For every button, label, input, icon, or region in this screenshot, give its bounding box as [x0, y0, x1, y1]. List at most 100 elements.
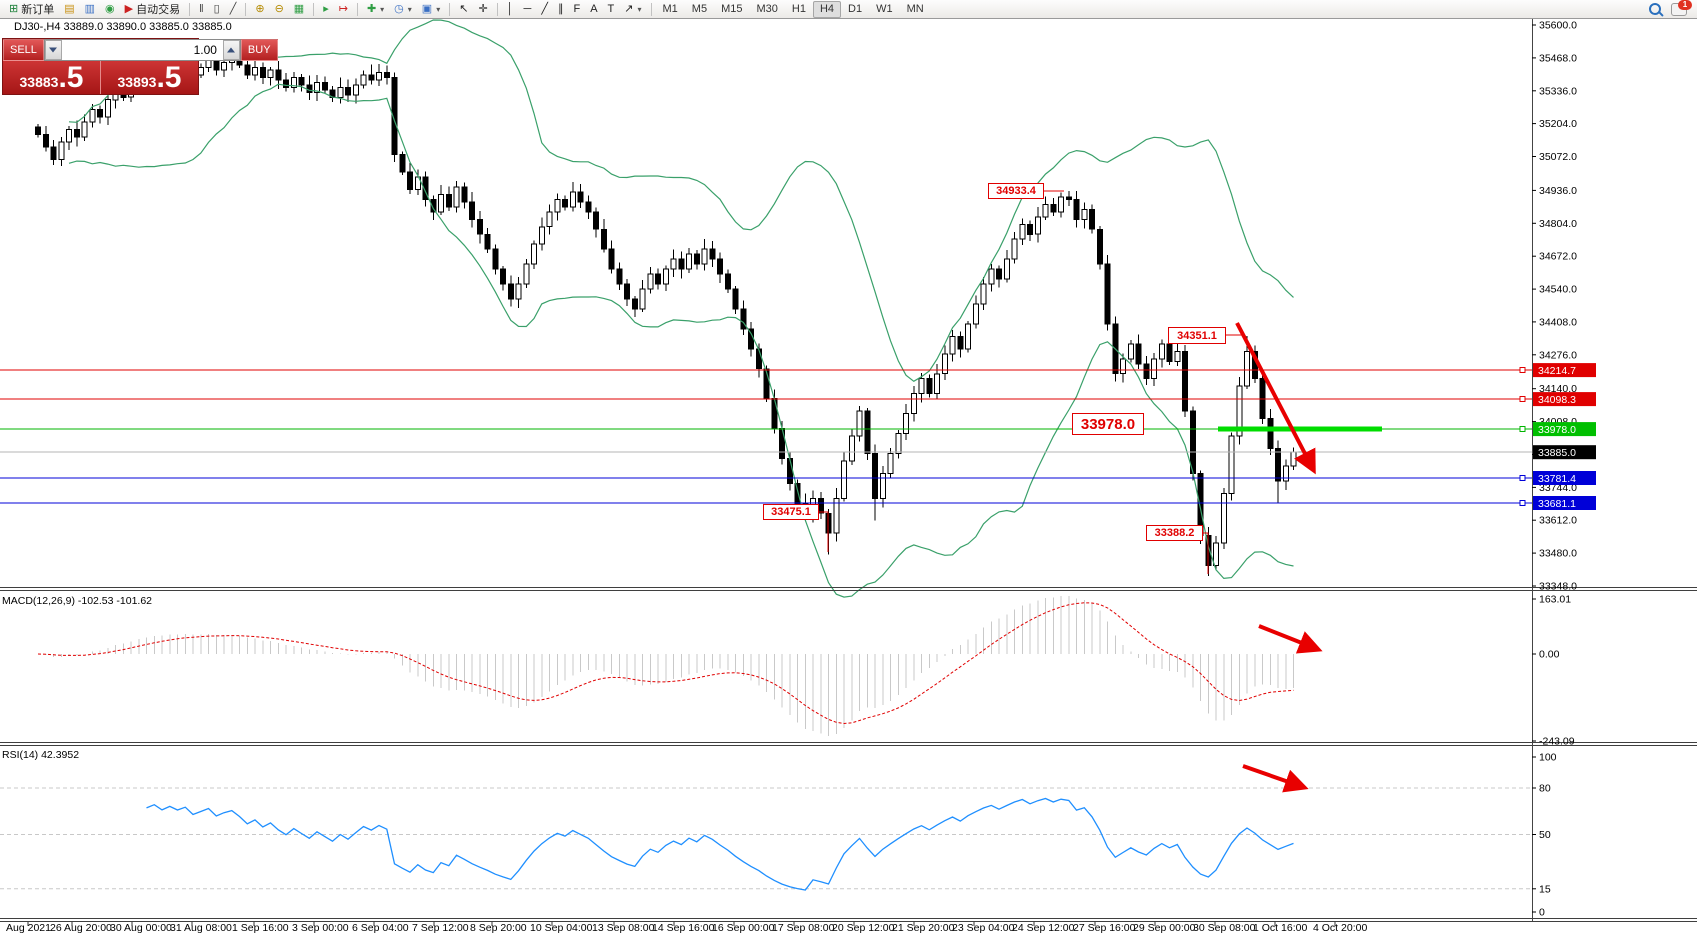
price-badge	[1533, 496, 1596, 510]
toolbar-auto-trading-button[interactable]: ▶ 自动交易	[120, 0, 185, 18]
toolbar-text-button[interactable]: A	[585, 0, 602, 18]
symbol-ohlc-title: DJ30-,H4 33889.0 33890.0 33885.0 33885.0	[14, 21, 232, 33]
time-axis-label: 17 Sep 08:00	[772, 922, 835, 934]
time-axis-label: 7 Sep 12:00	[412, 922, 469, 934]
red-trend-arrow[interactable]	[1258, 624, 1323, 654]
toolbar-periods-button[interactable]: ◷ ▾	[389, 0, 417, 18]
time-axis-label: 1 Sep 16:00	[232, 922, 289, 934]
rsi-scale-label: 50	[1539, 829, 1551, 841]
search-icon[interactable]	[1649, 3, 1661, 15]
toolbar-zoom-in-button[interactable]: ⊕	[250, 0, 269, 18]
price-badge-label: 33978.0	[1538, 424, 1576, 436]
toolbar-templates-button[interactable]: ▣ ▾	[417, 0, 445, 18]
toolbar-tile-windows-button[interactable]: ▦	[289, 0, 309, 18]
price-annotation[interactable]: 33475.1	[763, 504, 819, 520]
notifications-icon[interactable]: 1	[1671, 0, 1692, 16]
chart-shift-icon: ↦	[338, 3, 348, 15]
toolbar-horizontal-line-button[interactable]: ─	[519, 0, 537, 18]
price-badge-label: 33781.4	[1538, 473, 1576, 485]
market-watch-icon: ▤	[64, 3, 75, 15]
sell-button[interactable]: SELL	[3, 39, 44, 61]
toolbar-zoom-out-button[interactable]: ⊖	[270, 0, 289, 18]
red-trend-arrow[interactable]	[1242, 764, 1309, 793]
buy-price[interactable]: 33893 .5	[101, 61, 198, 94]
timeframe-m15-button[interactable]: M15	[721, 2, 743, 15]
toolbar-crosshair-button[interactable]: ✛	[473, 0, 492, 18]
pane-separators	[0, 19, 1697, 922]
timeframe-m30-button[interactable]: M30	[756, 2, 778, 15]
data-window-icon: ▥	[84, 3, 96, 15]
auto-scroll-icon: ▸	[323, 3, 329, 15]
toolbar-trendline-button[interactable]: ╱	[536, 0, 553, 18]
price-tick-label: 33348.0	[1539, 581, 1577, 593]
volume-input[interactable]	[61, 40, 223, 60]
timeframe-h1-button[interactable]: H1	[791, 2, 806, 15]
price-tick-label: 34540.0	[1539, 284, 1577, 296]
price-tick-label: 33612.0	[1539, 515, 1577, 527]
timeframe-d1-button[interactable]: D1	[848, 2, 863, 15]
toolbar-auto-scroll-button[interactable]: ▸	[318, 0, 334, 18]
toolbar-navigator-button[interactable]: ◉	[100, 0, 120, 18]
timeframe-w1-button[interactable]: W1	[876, 2, 893, 15]
auto-trading-icon: ▶	[124, 3, 134, 15]
price-badge	[1533, 445, 1596, 460]
macd-scale-label: 0.00	[1539, 649, 1560, 661]
equidistant-channel-icon: ∥	[557, 3, 564, 15]
timeframe-m1-button[interactable]: M1	[662, 2, 678, 15]
time-axis-label: 27 Sep 16:00	[1073, 922, 1136, 934]
toolbar-separator	[496, 2, 498, 16]
chart-canvas[interactable]: 35600.0 35468.0 35336.0 35204.0 35072.0 34936…	[0, 19, 1697, 936]
price-annotation[interactable]: 33388.2	[1146, 525, 1203, 541]
toolbar-chart-shift-button[interactable]: ↦	[334, 0, 353, 18]
buy-button[interactable]: BUY	[240, 39, 278, 61]
text-label-icon: T	[607, 3, 615, 15]
line-handle	[1519, 396, 1526, 403]
price-tick-label: 34408.0	[1539, 316, 1577, 328]
toolbar-text-label-button[interactable]: T	[603, 0, 620, 18]
timeframe-mn-button[interactable]: MN	[906, 2, 924, 15]
toolbar-candlestick-chart-button[interactable]: ▯	[209, 0, 225, 18]
toolbar-market-watch-button[interactable]: ▤	[59, 0, 79, 18]
volume-increase-button[interactable]	[222, 40, 240, 60]
price-badge-label: 33885.0	[1538, 447, 1576, 459]
time-axis-label: 8 Sep 20:00	[470, 922, 527, 934]
dropdown-arrow-icon: ▾	[407, 4, 412, 14]
templates-icon: ▣	[421, 3, 433, 15]
price-tick-label: 35600.0	[1539, 20, 1577, 32]
timeframe-h4-button[interactable]: H4	[812, 0, 841, 18]
periods-icon: ◷	[394, 3, 404, 15]
price-annotation[interactable]: 34933.4	[988, 183, 1044, 199]
price-annotation[interactable]: 34351.1	[1168, 327, 1226, 344]
timeframe-toolbar: M1 M5 M15 M30 H1 H4 D1 W1 MN	[656, 0, 931, 18]
line-handle	[1519, 475, 1526, 481]
dropdown-arrow-icon: ▾	[436, 4, 441, 14]
toolbar: ⊞ 新订单 ▤ ▥ ◉ ▶ 自动交易 ‖ ▯ ╱ ⊕ ⊖ ▦ ▸ ↦ ✚ ▾ ◷ ▾ ▣ ▾ ↖ ✛ │ ─ ╱ ∥ F A T ↗ ▾ M1…	[0, 0, 1697, 19]
toolbar-equidistant-channel-button[interactable]: ∥	[553, 0, 569, 18]
toolbar-bar-chart-button[interactable]: ‖	[194, 0, 209, 18]
toolbar-arrows-tool-button[interactable]: ↗ ▾	[619, 0, 646, 18]
toolbar-item-label: 自动交易	[136, 4, 181, 16]
volume-decrease-button[interactable]	[44, 40, 62, 60]
time-axis-label: 16 Sep 00:00	[712, 922, 775, 934]
macd-pane: 163.01 0.00 -243.09	[37, 594, 1575, 748]
toolbar-new-order-button[interactable]: ⊞ 新订单	[4, 0, 59, 18]
time-axis-label: 13 Sep 08:00	[592, 922, 655, 934]
toolbar-line-chart-button[interactable]: ╱	[225, 0, 242, 18]
time-axis-label: 31 Aug 08:00	[170, 922, 232, 934]
toolbar-data-window-button[interactable]: ▥	[80, 0, 100, 18]
toolbar-fibonacci-button[interactable]: F	[568, 0, 585, 18]
toolbar-vertical-line-button[interactable]: │	[502, 0, 519, 18]
rsi-scale-label: 80	[1539, 783, 1551, 795]
time-axis-label: 20 Sep 12:00	[832, 922, 895, 934]
timeframe-m5-button[interactable]: M5	[691, 2, 708, 15]
toolbar-indicators-button[interactable]: ✚ ▾	[362, 0, 389, 18]
time-axis-label: 23 Sep 04:00	[952, 922, 1015, 934]
toolbar-cursor-button[interactable]: ↖	[454, 0, 473, 18]
sell-price[interactable]: 33883 .5	[3, 61, 101, 94]
red-trend-arrow[interactable]	[1235, 322, 1316, 475]
price-annotation[interactable]: 33978.0	[1072, 413, 1144, 435]
vertical-line-icon: │	[506, 3, 514, 15]
crosshair-icon: ✛	[478, 3, 488, 15]
